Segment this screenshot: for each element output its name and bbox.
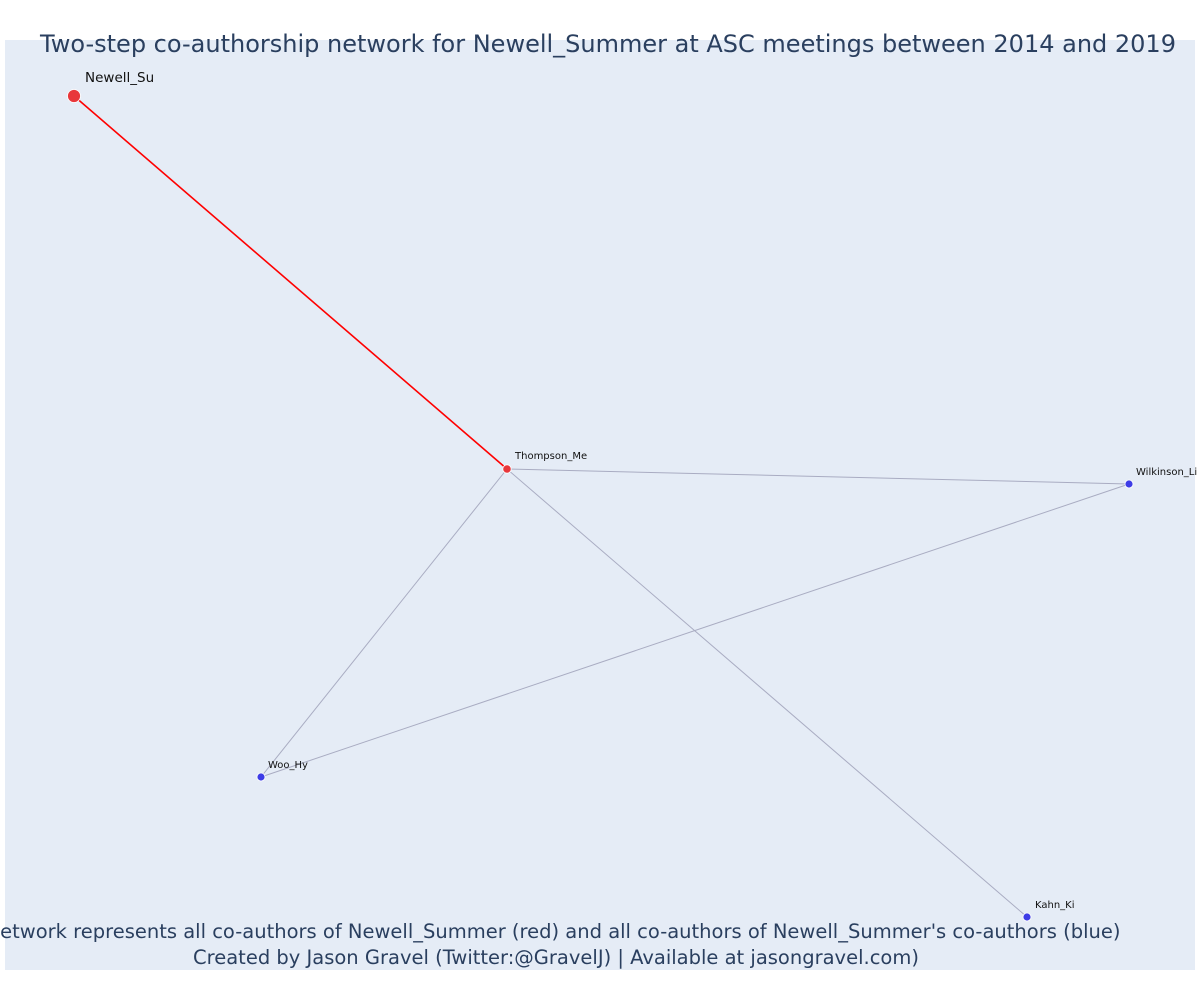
edge-Newell_Su-Thompson_Me (73, 95, 508, 470)
edge-Thompson_Me-Woo_Hy (260, 468, 508, 778)
chart-title: Two-step co-authorship network for Newel… (39, 30, 1176, 58)
node-label-Woo_Hy: Woo_Hy (268, 760, 308, 771)
node-layer (67, 89, 1134, 922)
label-layer: Newell_Su Thompson_Me Wilkinson_Li Woo_Hy Ka… (85, 70, 1197, 911)
edge-layer (73, 95, 1130, 918)
node-Woo_Hy[interactable] (256, 772, 266, 782)
node-Kahn_Ki[interactable] (1022, 912, 1032, 922)
edge-Thompson_Me-Kahn_Ki (506, 468, 1028, 918)
node-Thompson_Me[interactable] (502, 464, 512, 474)
node-label-Thompson_Me: Thompson_Me (514, 451, 587, 462)
node-label-Wilkinson_Li: Wilkinson_Li (1136, 467, 1197, 478)
node-label-Kahn_Ki: Kahn_Ki (1035, 900, 1075, 911)
plot-background (5, 40, 1195, 970)
node-Wilkinson_Li[interactable] (1124, 479, 1134, 489)
footer-line-1: Network represents all co-authors of New… (0, 920, 1120, 943)
node-Newell_Su[interactable] (67, 89, 81, 103)
footer-line-2: Created by Jason Gravel (Twitter:@Gravel… (193, 946, 919, 969)
edge-Thompson_Me-Wilkinson_Li (506, 468, 1130, 485)
edge-Wilkinson_Li-Woo_Hy (260, 483, 1130, 778)
node-label-Newell_Su: Newell_Su (85, 70, 154, 86)
